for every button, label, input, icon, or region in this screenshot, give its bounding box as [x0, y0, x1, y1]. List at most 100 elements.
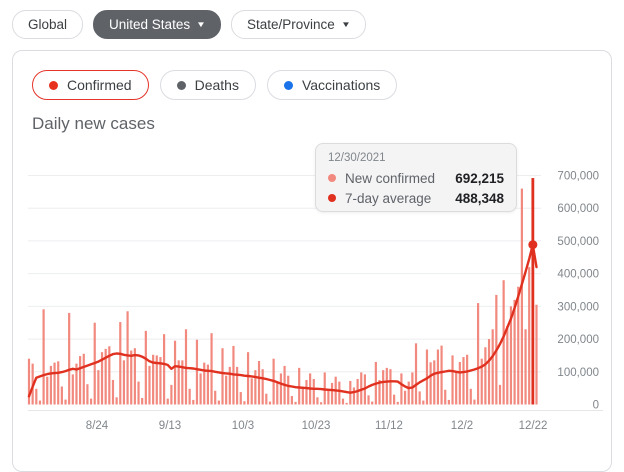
bar — [301, 386, 304, 405]
chart-tooltip: 12/30/2021 New confirmed 692,215 7-day a… — [315, 143, 517, 212]
country-filter-label: United States — [109, 17, 191, 32]
toggle-confirmed[interactable]: Confirmed — [32, 70, 149, 100]
bar — [64, 399, 67, 405]
bar — [100, 352, 104, 405]
bar — [195, 339, 199, 405]
bar — [378, 379, 381, 405]
new-confirmed-dot-icon — [328, 174, 336, 182]
y-axis-label: 600,000 — [557, 203, 599, 215]
y-axis-label: 300,000 — [557, 301, 599, 313]
bar — [476, 303, 480, 405]
bar — [458, 361, 461, 405]
bar — [38, 400, 42, 405]
bar — [133, 348, 136, 405]
bar — [173, 340, 177, 405]
x-axis-label: 10/23 — [302, 420, 331, 432]
bar — [535, 304, 538, 405]
global-filter-button[interactable]: Global — [12, 10, 84, 39]
toggle-deaths[interactable]: Deaths — [159, 70, 256, 100]
bar — [352, 387, 356, 405]
daily-new-cases-chart[interactable]: 0 100,000 200,000 300,000 400,000 500,000 600,… — [0, 0, 624, 448]
bar — [239, 392, 242, 405]
region-filter-bar: Global United States ▼ State/Province ▼ — [12, 10, 366, 39]
bar — [166, 398, 169, 405]
bar — [341, 398, 345, 405]
bar — [152, 354, 155, 405]
bar — [371, 401, 374, 405]
tooltip-7day-average-label: 7-day average — [345, 190, 432, 206]
bar — [89, 398, 93, 405]
bar — [418, 391, 421, 405]
bar — [243, 401, 246, 405]
bar — [520, 188, 523, 405]
x-axis-label: 9/13 — [159, 420, 181, 432]
country-filter-dropdown[interactable]: United States ▼ — [93, 10, 221, 39]
bar — [79, 356, 82, 405]
bar — [484, 347, 487, 405]
bar — [192, 399, 195, 405]
bar — [360, 372, 363, 405]
bar — [57, 361, 60, 405]
bar — [119, 322, 122, 405]
bar — [254, 370, 257, 405]
bar — [97, 370, 100, 405]
state-province-dropdown[interactable]: State/Province ▼ — [231, 10, 366, 39]
bar — [528, 267, 531, 405]
bar — [400, 373, 403, 405]
y-axis-label: 0 — [593, 400, 599, 412]
x-axis-label: 11/12 — [375, 420, 403, 432]
bar — [389, 369, 392, 405]
bar — [316, 397, 319, 405]
y-axis-label: 200,000 — [557, 334, 599, 346]
bar — [82, 353, 85, 405]
toggle-vaccinations[interactable]: Vaccinations — [266, 70, 398, 100]
bar — [491, 329, 494, 405]
bar — [250, 378, 253, 405]
x-axis-label: 12/22 — [519, 420, 548, 432]
bar — [35, 388, 38, 405]
bar — [148, 365, 151, 405]
seven-day-average-dot-icon — [328, 194, 336, 202]
bar — [268, 401, 272, 405]
bar — [236, 366, 239, 405]
tooltip-date: 12/30/2021 — [328, 152, 386, 164]
bar — [473, 399, 476, 405]
bar — [305, 379, 308, 405]
toggle-confirmed-label: Confirmed — [67, 77, 132, 93]
bar — [462, 357, 465, 405]
bar — [49, 365, 53, 405]
deaths-dot-icon — [176, 80, 186, 90]
bar — [155, 355, 158, 405]
y-axis-label: 100,000 — [557, 367, 599, 379]
bar — [246, 352, 250, 405]
bar — [345, 402, 348, 405]
bar — [60, 386, 63, 405]
bar — [188, 388, 191, 405]
bar — [86, 384, 89, 405]
bar — [162, 334, 166, 405]
bar — [111, 379, 115, 405]
bar — [509, 306, 513, 405]
bar — [524, 329, 527, 405]
bar — [393, 394, 396, 405]
bar — [517, 286, 520, 405]
tooltip-row-new-confirmed: New confirmed 692,215 — [328, 168, 504, 188]
bar — [46, 376, 49, 405]
y-axis-label: 500,000 — [557, 236, 599, 248]
bar — [221, 348, 224, 405]
global-filter-label: Global — [28, 17, 68, 32]
bar — [228, 366, 231, 405]
bar — [75, 363, 78, 405]
bar — [279, 373, 283, 405]
bar — [159, 357, 162, 405]
bar — [447, 399, 450, 405]
bar — [480, 358, 483, 405]
bar — [108, 346, 111, 405]
bar — [433, 360, 436, 405]
bar — [115, 397, 118, 405]
bar — [42, 309, 45, 405]
bar — [214, 390, 217, 405]
tooltip-new-confirmed-value: 692,215 — [455, 170, 504, 186]
bar — [382, 370, 385, 405]
bar — [396, 401, 399, 405]
